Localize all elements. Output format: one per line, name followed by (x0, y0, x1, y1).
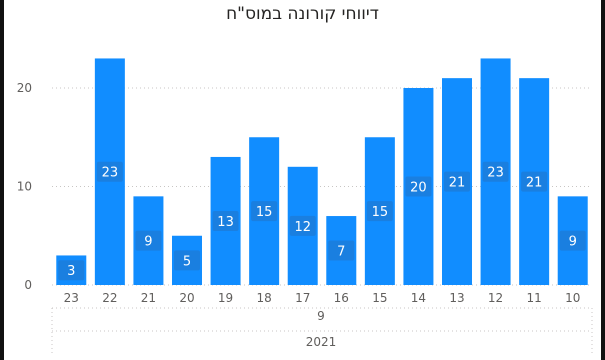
y-tick-label: 0 (24, 278, 32, 292)
x-tick-label: 15 (372, 291, 387, 305)
data-label: 20 (410, 181, 427, 196)
x-tick-label: 12 (488, 291, 503, 305)
data-label: 21 (526, 176, 543, 191)
x-tick-label: 23 (64, 291, 79, 305)
data-label-background (482, 161, 509, 182)
data-label: 15 (372, 205, 389, 220)
data-label: 23 (102, 166, 119, 181)
y-tick-label: 10 (17, 180, 32, 194)
right-border (601, 0, 605, 360)
data-label: 5 (183, 254, 191, 269)
x-tick-label: 17 (295, 291, 310, 305)
data-label: 9 (144, 235, 152, 250)
data-label-background (251, 201, 278, 222)
data-label: 13 (217, 215, 234, 230)
data-label-background (58, 260, 85, 281)
x-tick-label: 18 (257, 291, 272, 305)
data-label: 9 (569, 235, 577, 250)
y-axis: 0 10 20 (17, 81, 32, 292)
x-tick-label: 14 (411, 291, 426, 305)
data-label: 15 (256, 205, 273, 220)
x-axis: 9 2021 23 22 21 20 19 18 17 16 15 14 13 12 11 10 (51, 291, 593, 356)
data-label-background (212, 210, 239, 231)
data-label-background (521, 171, 548, 192)
data-label-background (96, 161, 123, 182)
x-axis-year-label: 2021 (306, 335, 337, 349)
x-tick-label: 10 (565, 291, 580, 305)
chart-title: דיווחי קורונה במוס"ח (226, 4, 379, 24)
x-tick-label: 21 (141, 291, 156, 305)
data-label: 7 (337, 245, 345, 260)
gridlines (52, 87, 592, 286)
x-tick-label: 22 (102, 291, 117, 305)
data-label: 23 (487, 166, 504, 181)
data-label: 21 (449, 176, 466, 191)
data-label-background (135, 230, 162, 251)
data-label-background (559, 230, 586, 251)
data-label-background (366, 201, 393, 222)
data-label-background (328, 240, 355, 261)
left-border (0, 0, 4, 360)
data-label-background (289, 215, 316, 236)
data-label-background (174, 250, 200, 271)
data-label-background (444, 171, 470, 192)
x-tick-label: 20 (179, 291, 194, 305)
x-tick-label: 13 (449, 291, 464, 305)
data-label: 12 (294, 220, 311, 235)
x-tick-label: 19 (218, 291, 233, 305)
y-tick-label: 20 (17, 81, 32, 95)
bars: 3 23 9 5 13 15 12 7 15 20 21 23 21 9 (56, 58, 588, 286)
data-label: 3 (67, 264, 75, 279)
x-tick-label: 11 (527, 291, 542, 305)
x-axis-month-label: 9 (317, 309, 325, 323)
data-label-background (405, 176, 432, 197)
x-tick-label: 16 (334, 291, 349, 305)
